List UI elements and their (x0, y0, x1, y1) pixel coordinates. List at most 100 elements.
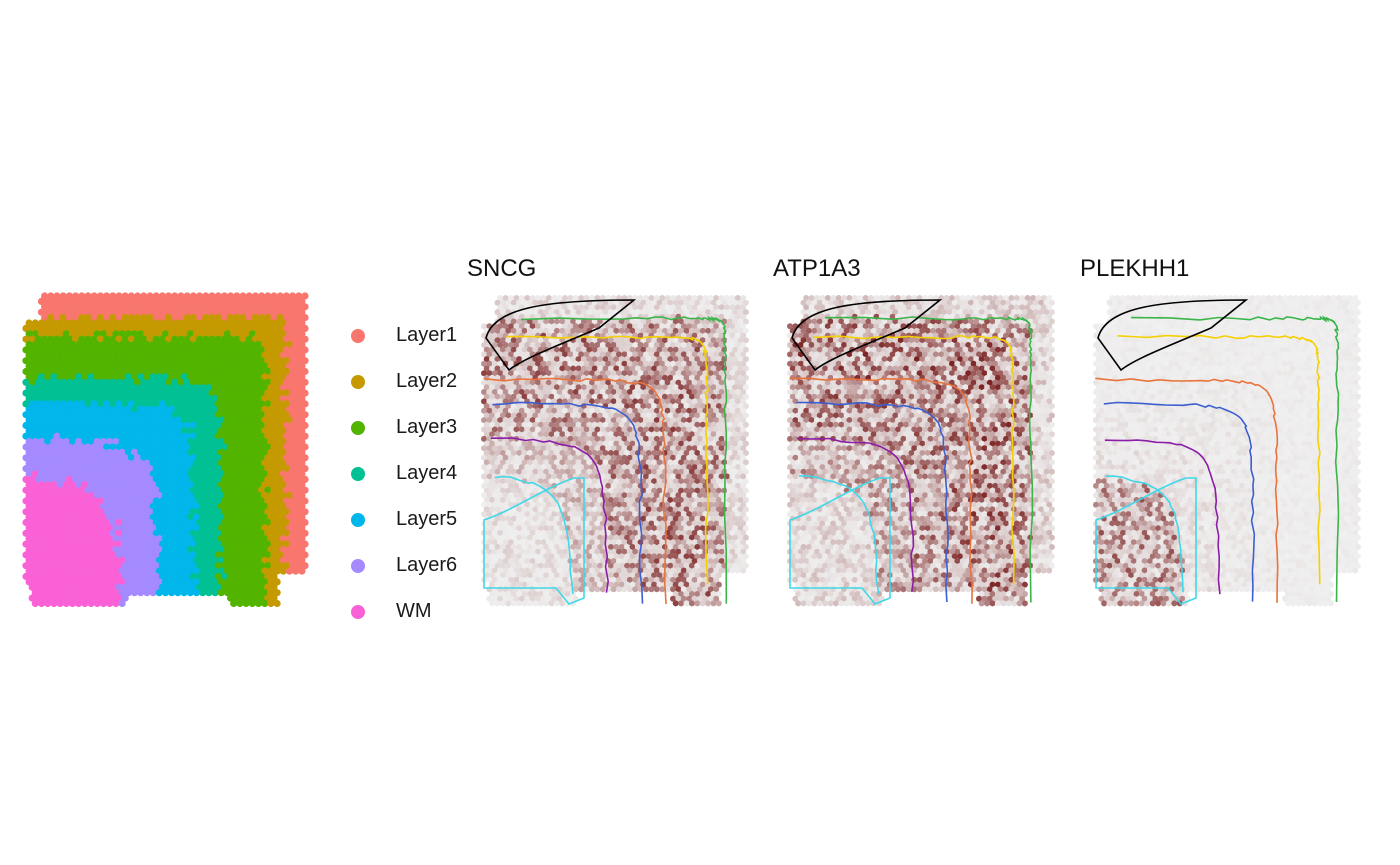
cluster-spot (47, 400, 55, 408)
cluster-spot (202, 378, 210, 386)
cluster-spot (155, 416, 163, 424)
cluster-spot (75, 405, 83, 413)
cluster-spot (245, 389, 253, 397)
cluster-spot (199, 351, 207, 359)
cluster-spot (233, 357, 241, 365)
cluster-spot (174, 384, 182, 392)
cluster-spot (87, 351, 95, 359)
cluster-spot (106, 438, 114, 446)
cluster-spot (155, 459, 163, 467)
cluster-spot (56, 438, 64, 446)
cluster-spot (41, 432, 49, 440)
cluster-spot (211, 330, 219, 338)
cluster-spot (242, 459, 250, 467)
cluster-spot (22, 454, 30, 462)
cluster-spot (295, 421, 303, 430)
cluster-spot (143, 427, 151, 435)
cluster-spot (124, 384, 132, 392)
cluster-spot (124, 308, 132, 316)
cluster-spot (202, 357, 210, 365)
cluster-spot (183, 346, 191, 354)
cluster-spot (251, 346, 259, 354)
cluster-spot (180, 384, 188, 392)
cluster-spot (161, 319, 170, 327)
cluster-spot (276, 443, 284, 451)
cluster-spot (289, 367, 297, 376)
cluster-spot (22, 378, 30, 386)
cluster-spot (56, 459, 64, 467)
cluster-spot (112, 297, 120, 305)
cluster-spot (118, 373, 126, 381)
cluster-spot (62, 599, 70, 608)
cluster-spot (285, 438, 294, 446)
cluster-spot (177, 346, 185, 354)
cluster-spot (199, 362, 207, 370)
cluster-spot (165, 475, 173, 483)
cluster-spot (292, 308, 300, 316)
cluster-spot (96, 454, 104, 462)
cluster-spot (223, 340, 232, 349)
cluster-spot (223, 308, 232, 316)
cluster-spot (223, 373, 232, 381)
cluster-spot (53, 400, 61, 408)
cluster-spot (137, 351, 145, 359)
cluster-spot (183, 378, 191, 386)
cluster-spot (96, 421, 104, 430)
cluster-spot (301, 346, 309, 354)
cluster-spot (41, 324, 49, 332)
cluster-spot (301, 443, 309, 451)
cluster-spot (233, 367, 241, 376)
cluster-spot (31, 470, 39, 478)
cluster-spot (59, 335, 67, 343)
cluster-spot (254, 297, 263, 305)
cluster-spot (251, 400, 259, 408)
cluster-spot (106, 416, 114, 424)
cluster-spot (196, 443, 204, 451)
cluster-spot (93, 362, 101, 370)
cluster-spot (81, 384, 89, 392)
cluster-spot (158, 292, 166, 300)
cluster-spot (192, 589, 201, 597)
cluster-spot (168, 589, 176, 597)
cluster-spot (233, 475, 241, 483)
cluster-spot (168, 470, 176, 478)
cluster-spot (180, 373, 188, 381)
cluster-spot (264, 411, 272, 419)
cluster-spot (155, 470, 163, 478)
cluster-spot (223, 351, 232, 359)
cluster-spot (134, 292, 142, 300)
cluster-spot (53, 454, 61, 462)
cluster-spot (96, 324, 104, 332)
cluster-spot (90, 303, 98, 311)
cluster-spot (279, 351, 287, 359)
cluster-spot (41, 411, 49, 419)
cluster-spot (258, 314, 266, 322)
cluster-spot (62, 319, 70, 327)
cluster-spot (90, 335, 98, 343)
cluster-spot (112, 394, 120, 403)
cluster-spot (75, 384, 83, 392)
cluster-spot (245, 335, 253, 343)
cluster-spot (301, 292, 309, 300)
cluster-spot (165, 443, 173, 451)
cluster-spot (282, 357, 290, 365)
cluster-spot (242, 470, 250, 478)
cluster-spot (81, 470, 89, 478)
cluster-spot (168, 340, 176, 349)
cluster-spot (99, 384, 108, 392)
cluster-spot (254, 340, 263, 349)
cluster-spot (189, 389, 197, 397)
cluster-spot (25, 384, 33, 392)
cluster-spot (143, 373, 151, 381)
cluster-spot (124, 427, 132, 435)
cluster-spot (174, 319, 182, 327)
cluster-spot (134, 475, 142, 483)
cluster-spot (239, 378, 247, 386)
cluster-spot (292, 394, 300, 403)
cluster-spot (146, 400, 154, 408)
cluster-spot (31, 351, 39, 359)
cluster-spot (258, 475, 266, 483)
cluster-spot (93, 330, 101, 338)
cluster-spot (285, 470, 294, 478)
cluster-spot (146, 389, 154, 397)
